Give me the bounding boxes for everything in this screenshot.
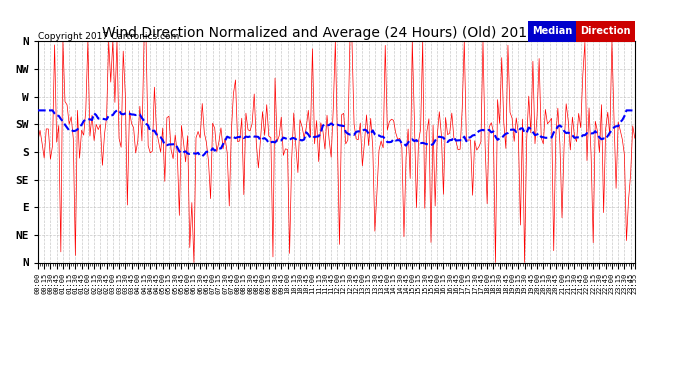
Text: Copyright 2017 Cartronics.com: Copyright 2017 Cartronics.com — [38, 32, 179, 41]
Text: Direction: Direction — [580, 26, 631, 36]
Title: Wind Direction Normalized and Average (24 Hours) (Old) 20170409: Wind Direction Normalized and Average (2… — [102, 26, 571, 40]
Text: Median: Median — [532, 26, 572, 36]
